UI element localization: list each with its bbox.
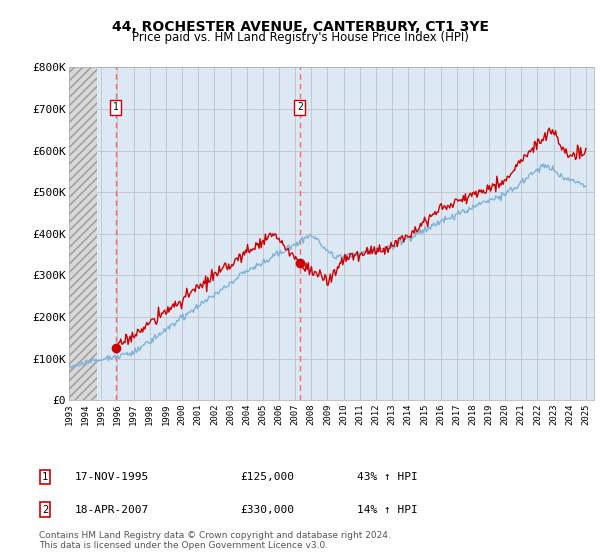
Text: 18-APR-2007: 18-APR-2007 [75,505,149,515]
Text: 14% ↑ HPI: 14% ↑ HPI [357,505,418,515]
Text: Contains HM Land Registry data © Crown copyright and database right 2024.
This d: Contains HM Land Registry data © Crown c… [39,530,391,550]
Text: 1: 1 [42,472,48,482]
Text: £330,000: £330,000 [240,505,294,515]
Text: 2: 2 [42,505,48,515]
Text: Price paid vs. HM Land Registry's House Price Index (HPI): Price paid vs. HM Land Registry's House … [131,31,469,44]
Text: 43% ↑ HPI: 43% ↑ HPI [357,472,418,482]
Text: 1: 1 [113,102,118,112]
Text: 17-NOV-1995: 17-NOV-1995 [75,472,149,482]
Bar [69,67,97,400]
Text: 2: 2 [297,102,303,112]
Text: 44, ROCHESTER AVENUE, CANTERBURY, CT1 3YE: 44, ROCHESTER AVENUE, CANTERBURY, CT1 3Y… [112,20,488,34]
Text: £125,000: £125,000 [240,472,294,482]
